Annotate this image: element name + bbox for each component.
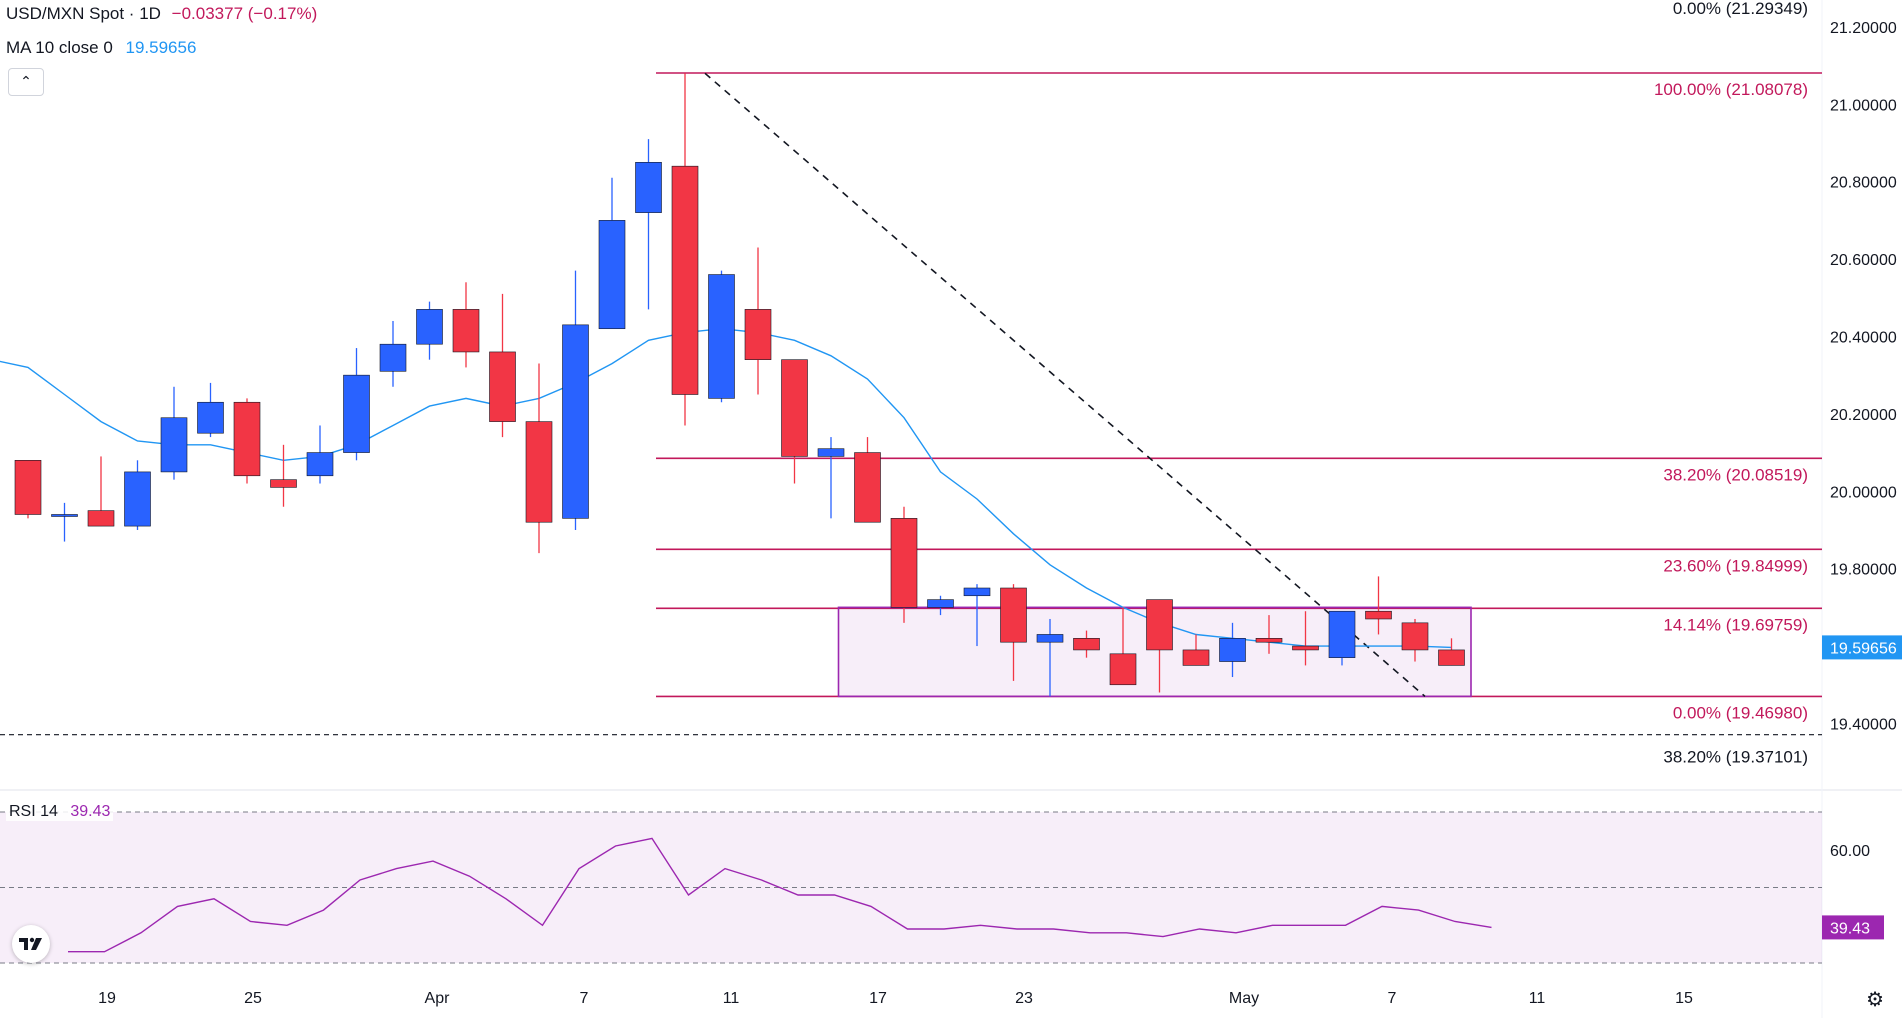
last-price-label: 19.59656 (1830, 640, 1897, 657)
y-tick-label: 20.60000 (1830, 252, 1897, 269)
x-tick-label: 11 (1529, 990, 1546, 1007)
x-tick-label: 15 (1675, 990, 1693, 1007)
candle-body (51, 514, 78, 517)
candle-body (87, 510, 115, 527)
rsi-last-label: 39.43 (1830, 920, 1870, 937)
candle-body (343, 374, 370, 453)
symbol-header: USD/MXN Spot · 1D −0.03377 (−0.17%) (6, 4, 317, 24)
x-tick-label: 11 (723, 990, 740, 1007)
y-tick-label: 21.20000 (1830, 20, 1897, 37)
candle-body (1219, 638, 1246, 662)
fib-label-3: 23.60% (19.84999) (1663, 556, 1808, 575)
dashed-trendline (704, 72, 1426, 697)
tradingview-logo-icon[interactable] (12, 925, 50, 963)
candle-body (963, 587, 991, 597)
rsi-line (68, 837, 1492, 953)
fib-label-1: 100.00% (21.08078) (1654, 80, 1808, 99)
candle-body (233, 401, 261, 477)
ma-value: 19.59656 (125, 38, 197, 57)
candle-body (1292, 645, 1319, 651)
candle-body (1109, 653, 1137, 686)
rsi-value: 39.43 (70, 803, 111, 820)
candle-body (708, 274, 735, 399)
y-tick-label: 20.40000 (1830, 329, 1897, 346)
rsi-last-badge (1822, 915, 1884, 940)
fib-label-5: 0.00% (19.46980) (1673, 703, 1808, 722)
candle-body (635, 162, 662, 213)
y-tick-label: 19.80000 (1830, 562, 1897, 579)
candle-body (817, 448, 845, 457)
chevron-up-icon: ⌃ (20, 74, 32, 90)
symbol-title: USD/MXN Spot · 1D (6, 4, 161, 23)
candle-body (160, 417, 188, 473)
candle-body (890, 518, 918, 608)
settings-icon[interactable]: ⚙ (1866, 987, 1884, 1011)
x-tick-label: 23 (1015, 990, 1033, 1007)
fib-label-0: 0.00% (21.29349) (1673, 0, 1808, 18)
candle-body (1328, 610, 1356, 658)
x-tick-label: 7 (1388, 990, 1397, 1007)
tradingview-logo-glyph (19, 937, 42, 950)
candle-body (927, 599, 954, 608)
candle-body (1438, 649, 1465, 666)
candle-body (306, 452, 334, 477)
candle-body (1182, 649, 1210, 666)
y-tick-label: 20.80000 (1830, 175, 1897, 192)
ma-label: MA 10 close 0 (6, 38, 113, 57)
x-tick-label: 25 (244, 990, 262, 1007)
candle-body (1000, 587, 1027, 643)
x-tick-label: Apr (425, 990, 451, 1007)
x-tick-label: 7 (580, 990, 589, 1007)
candle-body (489, 351, 516, 422)
candle-body (744, 309, 772, 360)
candle-body (379, 343, 407, 372)
candle-body (452, 309, 480, 353)
x-tick-label: May (1229, 990, 1259, 1007)
candle-body (416, 309, 443, 345)
candle-body (14, 460, 42, 515)
candle-body (781, 359, 808, 457)
candle-body (671, 165, 699, 395)
candle-body (197, 401, 224, 434)
rsi-label: RSI 14 (9, 803, 58, 820)
x-tick-label: 19 (98, 990, 116, 1007)
y-tick-label: 20.20000 (1830, 407, 1897, 424)
price-change: −0.03377 (−0.17%) (171, 4, 318, 23)
fib-label-4: 14.14% (19.69759) (1663, 615, 1808, 634)
candle-body (1036, 634, 1064, 643)
candle-body (598, 220, 626, 330)
candle-body (1146, 599, 1173, 651)
candle-body (1073, 638, 1100, 651)
rsi-y-tick-label: 60.00 (1830, 843, 1870, 860)
ma-legend: MA 10 close 0 19.59656 (6, 38, 196, 58)
fib-label-6: 38.20% (19.37101) (1663, 748, 1808, 767)
candle-body (1365, 610, 1392, 620)
rsi-legend: RSI 14 39.43 (6, 803, 114, 821)
candle-body (1255, 638, 1283, 643)
candle-body (124, 471, 151, 527)
collapse-legend-button[interactable]: ⌃ (8, 68, 44, 96)
fib-label-2: 38.20% (20.08519) (1663, 465, 1808, 484)
y-tick-label: 20.00000 (1830, 484, 1897, 501)
candle-body (562, 324, 589, 519)
y-tick-label: 21.00000 (1830, 97, 1897, 114)
y-tick-label: 19.40000 (1830, 716, 1897, 733)
x-tick-label: 17 (869, 990, 887, 1007)
candle-body (525, 421, 553, 523)
candle-body (270, 479, 297, 488)
last-price-badge (1822, 635, 1902, 660)
candle-body (1401, 622, 1429, 651)
candle-body (854, 452, 881, 523)
